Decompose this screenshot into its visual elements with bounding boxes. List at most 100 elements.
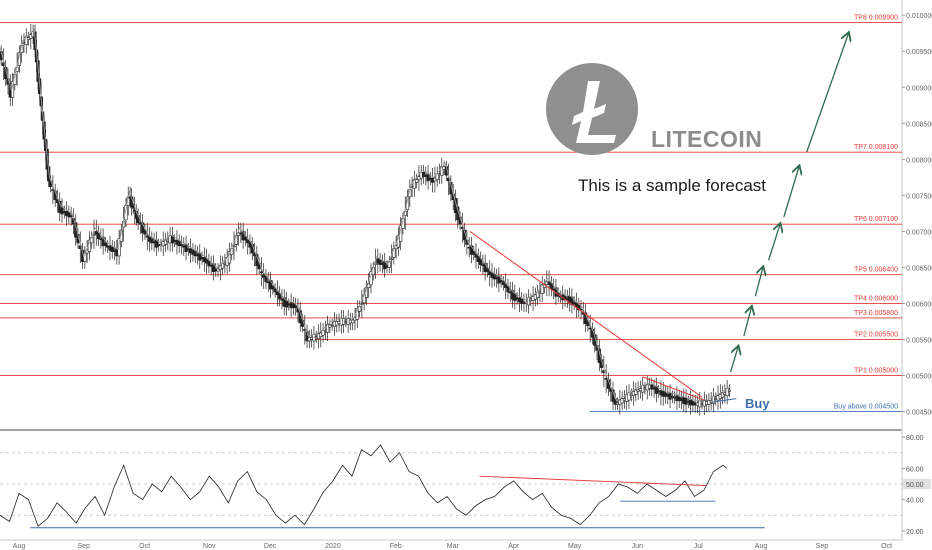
forecast-arrow — [783, 167, 799, 218]
chart-subtitle: This is a sample forecast — [578, 176, 767, 195]
candle — [572, 301, 576, 305]
time-axis-label: Jun — [632, 543, 643, 550]
oscillator-tick-label: 60.00 — [906, 466, 924, 473]
price-tick-label: 0.006000 — [906, 301, 932, 308]
candle — [668, 392, 672, 400]
time-axis-label: Sep — [77, 543, 90, 550]
candle — [284, 300, 289, 308]
candle — [415, 179, 419, 183]
time-axis-label: Jul — [694, 543, 703, 550]
candle — [145, 235, 149, 238]
buy-label: Buy — [745, 396, 770, 411]
candle — [389, 258, 394, 261]
candle — [67, 212, 71, 218]
chart-title: LITECOIN — [651, 126, 763, 152]
candle — [604, 378, 608, 380]
moving-average-line — [0, 28, 731, 402]
time-axis-label: May — [568, 543, 582, 550]
candle — [727, 389, 732, 392]
candle — [110, 246, 114, 252]
forecast-arrow — [729, 347, 739, 373]
level-label: TP7 0.008100 — [854, 144, 898, 151]
trendline-short — [642, 376, 705, 401]
candle — [321, 329, 325, 336]
candle — [720, 392, 725, 398]
oscillator-line — [0, 444, 728, 527]
oscillator-tick-label: 80.00 — [906, 435, 924, 442]
litecoin-glyph-icon — [572, 81, 616, 143]
time-axis-label: Dec — [264, 543, 277, 550]
candle — [351, 319, 355, 324]
level-label: TP5 0.006400 — [854, 267, 898, 274]
candle — [273, 288, 277, 293]
candle — [143, 229, 147, 235]
candle — [294, 305, 298, 309]
candle — [103, 242, 108, 247]
price-tick-label: 0.005000 — [906, 374, 932, 381]
forecast-arrow — [754, 267, 763, 297]
candle — [177, 241, 181, 247]
price-tick-label: 0.004500 — [906, 410, 932, 417]
candle — [501, 281, 506, 286]
candle — [259, 271, 264, 274]
time-axis-label: Aug — [13, 543, 26, 550]
level-label: TP8 0.009900 — [854, 14, 898, 21]
level-label: TP6 0.007100 — [854, 216, 898, 223]
forecast-arrow — [743, 307, 752, 337]
forecast-arrow — [768, 224, 780, 261]
candle — [69, 215, 73, 218]
time-axis-label: 2020 — [325, 543, 341, 550]
candle — [360, 303, 364, 305]
candle — [141, 222, 145, 234]
time-axis-label: Nov — [203, 543, 216, 550]
forecast-arrow — [806, 33, 849, 153]
candle — [150, 238, 154, 244]
candle — [620, 398, 624, 404]
candle — [243, 236, 248, 241]
oscillator-tick-label: 40.00 — [906, 498, 924, 505]
candle — [26, 37, 31, 41]
level-label: Buy above 0.004500 — [834, 404, 898, 411]
candle — [271, 285, 275, 290]
candle — [405, 196, 410, 211]
candle — [684, 397, 688, 405]
candle — [492, 274, 496, 280]
level-label: TP3 0.005800 — [854, 310, 898, 317]
time-axis-label: Mar — [447, 543, 460, 550]
candle — [220, 262, 225, 269]
litecoin-logo-icon — [546, 63, 638, 155]
candle — [378, 259, 382, 265]
level-label: TP1 0.005000 — [854, 368, 898, 375]
candle — [232, 245, 236, 248]
oscillator-reference-line — [479, 475, 706, 487]
price-tick-label: 0.005500 — [906, 338, 932, 345]
candle — [499, 280, 503, 283]
candle — [179, 244, 184, 247]
time-axis-label: Oct — [139, 543, 150, 550]
time-axis-label: Oct — [881, 543, 892, 550]
candle — [650, 384, 654, 390]
candle — [634, 389, 638, 395]
candle — [520, 298, 524, 304]
candle — [193, 251, 197, 257]
time-axis-label: Feb — [390, 543, 402, 550]
candle — [485, 268, 490, 273]
candle — [124, 205, 128, 221]
time-axis-label: Sep — [816, 543, 829, 550]
candle — [472, 251, 476, 255]
candle — [17, 52, 22, 66]
time-axis-label: Apr — [508, 543, 520, 550]
oscillator-tick-label: 50.00 — [906, 482, 924, 489]
candle — [577, 304, 581, 311]
level-label: TP2 0.005500 — [854, 332, 898, 339]
candle — [328, 324, 332, 328]
time-axis-label: Aug — [755, 543, 768, 550]
